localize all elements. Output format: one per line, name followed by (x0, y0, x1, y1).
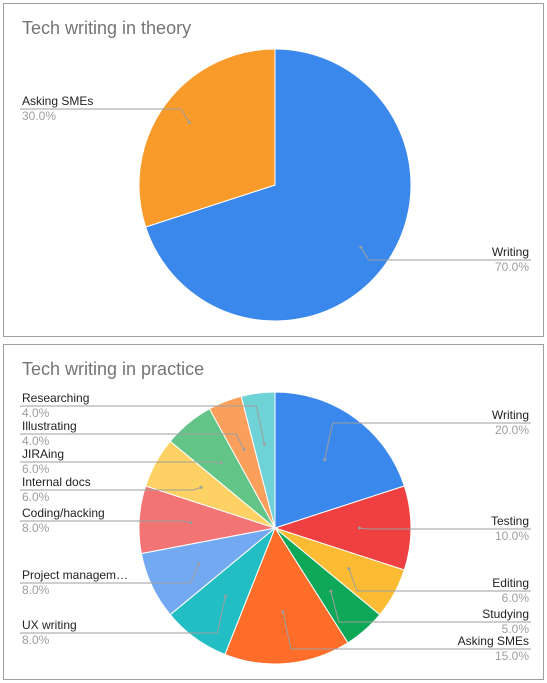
slice-percent: 20.0% (495, 423, 529, 437)
leader-line (20, 405, 265, 445)
leader-line (324, 422, 531, 460)
slice-percent: 15.0% (495, 649, 529, 663)
slice-percent: 6.0% (22, 462, 50, 476)
slice-percent: 4.0% (22, 434, 50, 448)
leader-dot (187, 121, 191, 125)
leader-line (20, 596, 226, 634)
slice-percent: 8.0% (22, 633, 50, 647)
leader-dot (347, 567, 351, 571)
leader-line (20, 520, 191, 524)
chart-title: Tech writing in practice (22, 359, 205, 379)
leader-line (282, 611, 531, 650)
slice-percent: 8.0% (22, 521, 50, 535)
pie-slice-asking-smes (138, 48, 276, 228)
slice-label: Project managem… (22, 568, 128, 582)
slice-percent: 10.0% (495, 529, 529, 543)
pie-slice-testing (273, 485, 412, 571)
leader-line (20, 108, 190, 123)
slice-label: Illustrating (22, 419, 77, 433)
pie-slice-writing (145, 48, 412, 322)
leader-line (359, 527, 531, 530)
leader-line (20, 563, 200, 584)
leader-dot (219, 461, 223, 465)
pie-chart-practice: Writing20.0%Testing10.0%Editing6.0%Study… (20, 391, 531, 665)
slice-label: Asking SMEs (22, 94, 93, 108)
leader-dot (242, 448, 246, 452)
pie-slice-writing (274, 391, 405, 529)
leader-dot (323, 458, 327, 462)
chart-panel-theory: Tech writing in theory Writing 70.0% Askin… (3, 3, 544, 337)
slice-label: Writing (492, 245, 529, 259)
leader-dot (197, 562, 201, 566)
slice-label: Testing (491, 514, 529, 528)
leader-line (20, 433, 245, 450)
leader-line (360, 247, 531, 261)
leader-dot (262, 442, 266, 446)
leader-line (330, 591, 531, 623)
slice-label: Editing (492, 576, 529, 590)
slice-percent: 30.0% (22, 109, 56, 123)
slice-percent: 4.0% (22, 406, 50, 420)
leader-dot (329, 589, 333, 593)
slice-label: UX writing (22, 618, 77, 632)
leader-line (20, 461, 222, 464)
slice-percent: 6.0% (502, 591, 530, 605)
pie-slice-researching (240, 391, 276, 529)
slice-label: Asking SMEs (458, 634, 529, 648)
slice-percent: 6.0% (22, 490, 50, 504)
leader-dot (199, 485, 203, 489)
slice-label: Coding/hacking (22, 506, 105, 520)
slice-label: Studying (482, 607, 529, 621)
slice-percent: 5.0% (502, 622, 530, 636)
leader-dot (357, 526, 361, 530)
leader-dot (189, 521, 193, 525)
slice-label: Writing (492, 408, 529, 422)
chart-title: Tech writing in theory (22, 18, 192, 38)
leader-dot (281, 610, 285, 614)
leader-line (348, 568, 531, 592)
pie-slice-asking-smes (224, 526, 349, 665)
slice-label: Internal docs (22, 475, 91, 489)
chart-panel-practice: Tech writing in practice Writing 20.0% Tes… (3, 344, 544, 680)
leader-dot (223, 594, 227, 598)
leader-line (20, 486, 202, 491)
leader-dot (359, 245, 363, 249)
slice-percent: 70.0% (495, 260, 529, 274)
slice-label: Researching (22, 391, 89, 405)
slice-percent: 8.0% (22, 583, 50, 597)
slice-label: JIRAing (22, 447, 64, 461)
